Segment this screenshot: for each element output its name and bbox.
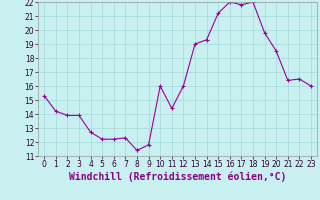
X-axis label: Windchill (Refroidissement éolien,°C): Windchill (Refroidissement éolien,°C) — [69, 172, 286, 182]
